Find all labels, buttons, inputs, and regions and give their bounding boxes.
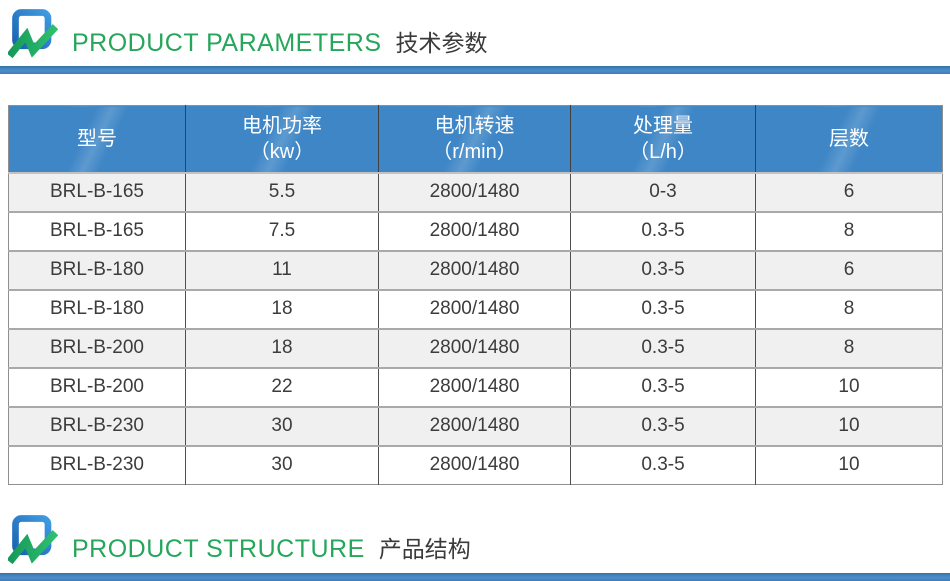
cell-model: BRL-B-230 [8, 445, 186, 485]
cell-layers: 10 [755, 367, 943, 408]
parameters-section-header: PRODUCT PARAMETERS 技术参数 [0, 0, 950, 62]
table-row: BRL-B-180 18 2800/1480 0.3-5 8 [8, 289, 943, 330]
cell-power: 22 [185, 367, 379, 408]
brand-logo-icon [6, 514, 59, 568]
structure-section-header: PRODUCT STRUCTURE 产品结构 [0, 510, 950, 568]
parameters-title: PRODUCT PARAMETERS 技术参数 [72, 24, 488, 58]
cell-layers: 10 [755, 406, 943, 447]
cell-layers: 8 [755, 289, 943, 330]
cell-power: 11 [185, 250, 379, 291]
cell-power: 30 [185, 406, 379, 447]
top-divider-rule [0, 66, 950, 74]
structure-title-en: PRODUCT STRUCTURE [72, 535, 365, 563]
cell-capacity: 0.3-5 [570, 289, 756, 330]
cell-layers: 6 [755, 250, 943, 291]
table-row: BRL-B-230 30 2800/1480 0.3-5 10 [8, 406, 943, 447]
parameters-table-container: 型号 电机功率 （kw） 电机转速 （r/min） 处理量 （L/h） 层数 [8, 105, 943, 485]
cell-speed: 2800/1480 [378, 406, 571, 447]
col-header-model: 型号 [8, 105, 186, 174]
cell-power: 30 [185, 445, 379, 485]
cell-capacity: 0.3-5 [570, 211, 756, 252]
cell-model: BRL-B-200 [8, 328, 186, 369]
cell-power: 18 [185, 328, 379, 369]
cell-layers: 10 [755, 445, 943, 485]
table-row: BRL-B-180 11 2800/1480 0.3-5 6 [8, 250, 943, 291]
table-row: BRL-B-200 22 2800/1480 0.3-5 10 [8, 367, 943, 408]
cell-speed: 2800/1480 [378, 172, 571, 213]
cell-layers: 8 [755, 211, 943, 252]
cell-speed: 2800/1480 [378, 445, 571, 485]
cell-layers: 8 [755, 328, 943, 369]
cell-speed: 2800/1480 [378, 250, 571, 291]
bottom-divider-rule [0, 573, 950, 581]
cell-capacity: 0-3 [570, 172, 756, 213]
cell-capacity: 0.3-5 [570, 250, 756, 291]
cell-speed: 2800/1480 [378, 211, 571, 252]
col-header-motor-speed: 电机转速 （r/min） [378, 105, 571, 174]
cell-model: BRL-B-200 [8, 367, 186, 408]
parameters-title-zh: 技术参数 [395, 30, 488, 56]
cell-power: 7.5 [185, 211, 379, 252]
cell-model: BRL-B-230 [8, 406, 186, 447]
cell-capacity: 0.3-5 [570, 328, 756, 369]
cell-model: BRL-B-180 [8, 289, 186, 330]
cell-power: 5.5 [185, 172, 379, 213]
table-row: BRL-B-165 7.5 2800/1480 0.3-5 8 [8, 211, 943, 252]
col-header-capacity: 处理量 （L/h） [570, 105, 756, 174]
table-header-row: 型号 电机功率 （kw） 电机转速 （r/min） 处理量 （L/h） 层数 [8, 105, 943, 174]
cell-power: 18 [185, 289, 379, 330]
cell-layers: 6 [755, 172, 943, 213]
parameters-title-en: PRODUCT PARAMETERS [72, 29, 382, 57]
col-header-motor-power: 电机功率 （kw） [185, 105, 379, 174]
cell-speed: 2800/1480 [378, 367, 571, 408]
cell-capacity: 0.3-5 [570, 445, 756, 485]
structure-title-zh: 产品结构 [378, 536, 471, 562]
col-header-layers: 层数 [755, 105, 943, 174]
structure-section: PRODUCT STRUCTURE 产品结构 [0, 510, 950, 581]
cell-speed: 2800/1480 [378, 328, 571, 369]
cell-capacity: 0.3-5 [570, 406, 756, 447]
cell-model: BRL-B-180 [8, 250, 186, 291]
table-row: BRL-B-200 18 2800/1480 0.3-5 8 [8, 328, 943, 369]
cell-speed: 2800/1480 [378, 289, 571, 330]
table-row: BRL-B-230 30 2800/1480 0.3-5 10 [8, 445, 943, 485]
brand-logo-icon [6, 8, 59, 62]
cell-model: BRL-B-165 [8, 172, 186, 213]
parameters-table: 型号 电机功率 （kw） 电机转速 （r/min） 处理量 （L/h） 层数 [8, 105, 943, 485]
structure-title: PRODUCT STRUCTURE 产品结构 [72, 530, 471, 564]
table-row: BRL-B-165 5.5 2800/1480 0-3 6 [8, 172, 943, 213]
cell-model: BRL-B-165 [8, 211, 186, 252]
cell-capacity: 0.3-5 [570, 367, 756, 408]
